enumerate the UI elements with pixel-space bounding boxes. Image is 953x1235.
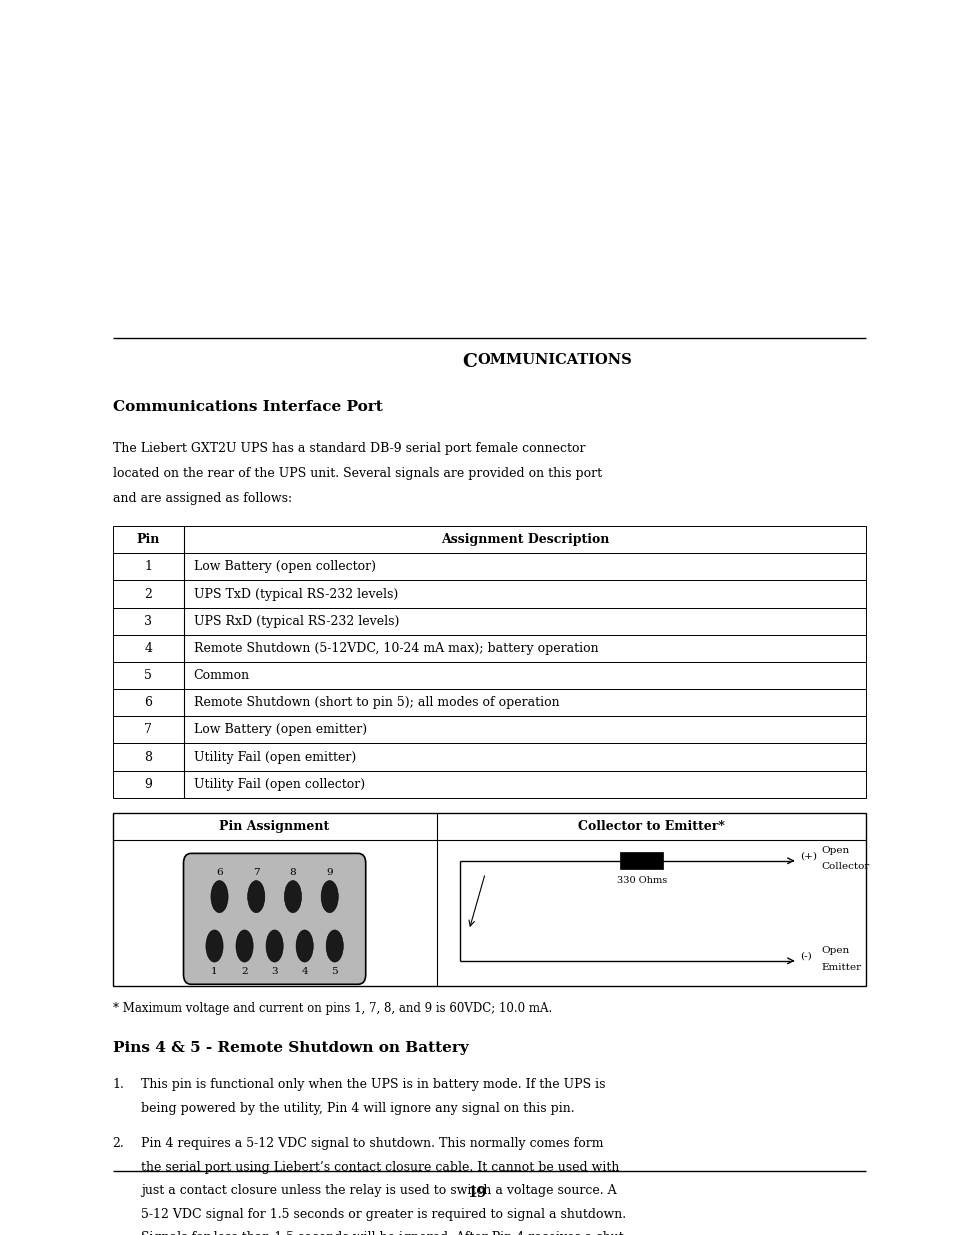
Bar: [112, 635, 865, 662]
Ellipse shape: [321, 881, 338, 913]
Bar: [112, 743, 865, 771]
Text: OMMUNICATIONS: OMMUNICATIONS: [476, 353, 631, 367]
Text: 7: 7: [253, 868, 259, 877]
Text: 2.: 2.: [112, 1137, 124, 1151]
Text: 2: 2: [241, 967, 248, 976]
Text: 4: 4: [144, 642, 152, 655]
Ellipse shape: [211, 881, 228, 913]
Bar: [112, 526, 865, 553]
Text: 1: 1: [144, 561, 152, 573]
Ellipse shape: [266, 930, 283, 962]
Text: Communications Interface Port: Communications Interface Port: [112, 400, 382, 414]
Text: * Maximum voltage and current on pins 1, 7, 8, and 9 is 60VDC; 10.0 mA.: * Maximum voltage and current on pins 1,…: [112, 1002, 551, 1015]
Bar: [112, 580, 865, 608]
Text: The Liebert GXT2U UPS has a standard DB-9 serial port female connector: The Liebert GXT2U UPS has a standard DB-…: [112, 442, 584, 456]
Text: Assignment Description: Assignment Description: [440, 534, 609, 546]
Text: Low Battery (open collector): Low Battery (open collector): [193, 561, 375, 573]
Text: Utility Fail (open collector): Utility Fail (open collector): [193, 778, 364, 790]
Text: UPS RxD (typical RS-232 levels): UPS RxD (typical RS-232 levels): [193, 615, 398, 627]
Text: 5-12 VDC signal for 1.5 seconds or greater is required to signal a shutdown.: 5-12 VDC signal for 1.5 seconds or great…: [141, 1208, 626, 1221]
FancyBboxPatch shape: [183, 853, 365, 984]
Text: 330 Ohms: 330 Ohms: [616, 876, 666, 884]
Text: Pin: Pin: [136, 534, 160, 546]
Text: Pin Assignment: Pin Assignment: [219, 820, 330, 832]
Bar: [112, 553, 865, 580]
Bar: [112, 771, 865, 798]
Text: located on the rear of the UPS unit. Several signals are provided on this port: located on the rear of the UPS unit. Sev…: [112, 467, 601, 480]
Text: 1: 1: [211, 967, 217, 976]
Text: 3: 3: [271, 967, 277, 976]
Bar: [112, 716, 865, 743]
Text: Utility Fail (open emitter): Utility Fail (open emitter): [193, 751, 355, 763]
Text: Open: Open: [821, 846, 849, 856]
Ellipse shape: [235, 930, 253, 962]
Text: Open: Open: [821, 946, 849, 956]
Ellipse shape: [326, 930, 343, 962]
Text: 8: 8: [290, 868, 296, 877]
Text: Pins 4 & 5 - Remote Shutdown on Battery: Pins 4 & 5 - Remote Shutdown on Battery: [112, 1041, 468, 1055]
Text: 6: 6: [144, 697, 152, 709]
Text: 5: 5: [331, 967, 337, 976]
Bar: [112, 689, 865, 716]
Text: Remote Shutdown (5-12VDC, 10-24 mA max); battery operation: Remote Shutdown (5-12VDC, 10-24 mA max);…: [193, 642, 598, 655]
Text: the serial port using Liebert’s contact closure cable. It cannot be used with: the serial port using Liebert’s contact …: [141, 1161, 618, 1174]
Text: C: C: [461, 353, 476, 372]
Text: Remote Shutdown (short to pin 5); all modes of operation: Remote Shutdown (short to pin 5); all mo…: [193, 697, 558, 709]
Text: Collector: Collector: [821, 862, 869, 872]
Text: Collector to Emitter*: Collector to Emitter*: [578, 820, 724, 832]
Text: 1.: 1.: [112, 1078, 124, 1092]
Text: 7: 7: [144, 724, 152, 736]
Text: Pin 4 requires a 5-12 VDC signal to shutdown. This normally comes form: Pin 4 requires a 5-12 VDC signal to shut…: [141, 1137, 603, 1151]
Text: 6: 6: [216, 868, 223, 877]
Text: 2: 2: [144, 588, 152, 600]
Ellipse shape: [295, 930, 313, 962]
Bar: [112, 813, 865, 986]
Text: Emitter: Emitter: [821, 962, 861, 972]
Ellipse shape: [248, 881, 265, 913]
Text: Signals for less than 1.5 seconds will be ignored. After Pin 4 receives a shut-: Signals for less than 1.5 seconds will b…: [141, 1231, 627, 1235]
Ellipse shape: [284, 881, 301, 913]
Text: 8: 8: [144, 751, 152, 763]
Bar: [619, 852, 662, 869]
Text: (+): (+): [800, 851, 817, 861]
Text: 9: 9: [144, 778, 152, 790]
Text: just a contact closure unless the relay is used to switch a voltage source. A: just a contact closure unless the relay …: [141, 1184, 617, 1198]
Text: Common: Common: [193, 669, 250, 682]
Text: being powered by the utility, Pin 4 will ignore any signal on this pin.: being powered by the utility, Pin 4 will…: [141, 1102, 575, 1115]
Text: (-): (-): [800, 951, 811, 961]
Text: 9: 9: [326, 868, 333, 877]
Text: 19: 19: [467, 1186, 486, 1199]
Text: UPS TxD (typical RS-232 levels): UPS TxD (typical RS-232 levels): [193, 588, 397, 600]
Text: 5: 5: [144, 669, 152, 682]
Text: This pin is functional only when the UPS is in battery mode. If the UPS is: This pin is functional only when the UPS…: [141, 1078, 605, 1092]
Text: Low Battery (open emitter): Low Battery (open emitter): [193, 724, 366, 736]
Bar: [112, 662, 865, 689]
Ellipse shape: [206, 930, 223, 962]
Bar: [112, 608, 865, 635]
Text: 4: 4: [301, 967, 308, 976]
Text: 3: 3: [144, 615, 152, 627]
Text: and are assigned as follows:: and are assigned as follows:: [112, 492, 292, 505]
